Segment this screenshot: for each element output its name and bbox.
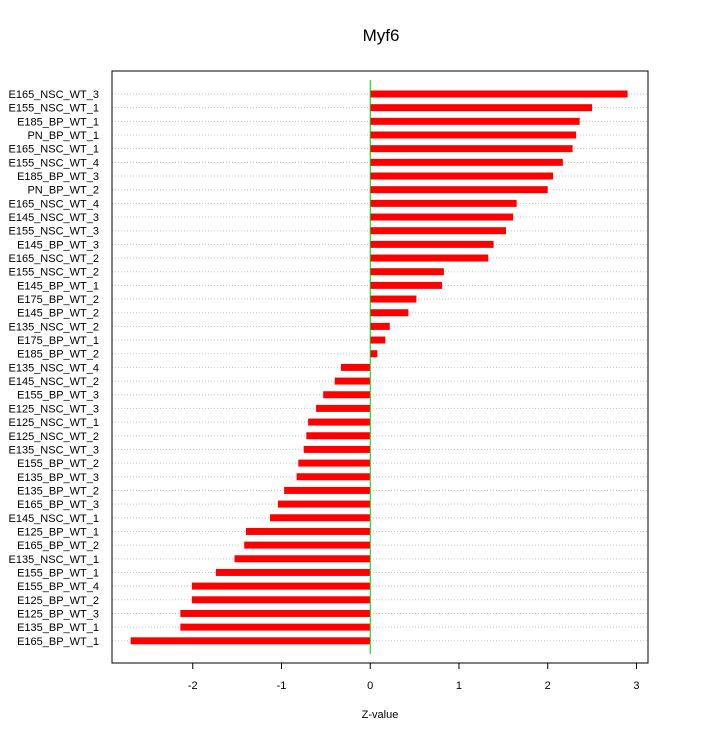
bar bbox=[191, 582, 371, 590]
x-tick-label: 0 bbox=[367, 680, 373, 692]
category-label: E135_BP_WT_3 bbox=[17, 472, 99, 484]
category-label: E145_NSC_WT_1 bbox=[9, 513, 100, 525]
bar bbox=[296, 473, 371, 481]
x-tick-label: 2 bbox=[545, 680, 551, 692]
bar bbox=[370, 199, 517, 207]
bar bbox=[284, 486, 371, 494]
bar bbox=[308, 418, 371, 426]
bar bbox=[370, 227, 507, 235]
bar bbox=[370, 268, 444, 276]
x-axis: -2 -1 0 1 2 3 bbox=[188, 662, 640, 692]
bar bbox=[334, 377, 371, 385]
bar bbox=[244, 541, 371, 549]
category-label: E155_BP_WT_4 bbox=[17, 581, 99, 593]
category-label: E125_BP_WT_3 bbox=[17, 608, 99, 620]
category-label: E155_NSC_WT_1 bbox=[9, 103, 100, 115]
bar bbox=[370, 213, 514, 221]
category-label: E165_NSC_WT_3 bbox=[9, 89, 100, 101]
category-label: E165_NSC_WT_2 bbox=[9, 253, 100, 265]
bar bbox=[298, 459, 371, 467]
bar bbox=[370, 186, 548, 194]
x-tick-label: 1 bbox=[456, 680, 462, 692]
bar bbox=[370, 281, 443, 289]
bar bbox=[316, 404, 371, 412]
bar bbox=[370, 322, 390, 330]
bar bbox=[370, 145, 573, 153]
category-label: E185_BP_WT_2 bbox=[17, 349, 99, 361]
category-label: E165_BP_WT_3 bbox=[17, 499, 99, 511]
bar bbox=[215, 568, 371, 576]
category-label: E155_BP_WT_3 bbox=[17, 390, 99, 402]
x-tick-label: -1 bbox=[277, 680, 287, 692]
bar bbox=[246, 527, 371, 535]
bar bbox=[370, 240, 494, 248]
category-label: E155_NSC_WT_4 bbox=[9, 157, 100, 169]
category-label: E185_BP_WT_3 bbox=[17, 171, 99, 183]
category-label: E145_BP_WT_2 bbox=[17, 308, 99, 320]
category-label: E135_NSC_WT_3 bbox=[9, 444, 100, 456]
bar bbox=[370, 336, 386, 344]
category-label: E165_NSC_WT_4 bbox=[9, 198, 100, 210]
bar bbox=[303, 445, 371, 453]
category-label: E135_NSC_WT_4 bbox=[9, 362, 100, 374]
category-label: E175_BP_WT_1 bbox=[17, 335, 99, 347]
category-label: E155_BP_WT_1 bbox=[17, 567, 99, 579]
category-label: E165_NSC_WT_1 bbox=[9, 144, 100, 156]
category-label: E175_BP_WT_2 bbox=[17, 294, 99, 306]
category-label: PN_BP_WT_1 bbox=[27, 130, 99, 142]
bar bbox=[370, 131, 577, 139]
bar bbox=[370, 158, 563, 166]
bar bbox=[370, 90, 628, 98]
category-label: E125_BP_WT_2 bbox=[17, 595, 99, 607]
category-label: E145_BP_WT_3 bbox=[17, 239, 99, 251]
category-label: E135_BP_WT_2 bbox=[17, 485, 99, 497]
bar bbox=[370, 254, 489, 262]
category-label: E145_NSC_WT_2 bbox=[9, 376, 100, 388]
bar bbox=[370, 104, 593, 112]
category-label: E125_BP_WT_1 bbox=[17, 526, 99, 538]
category-label: E135_NSC_WT_2 bbox=[9, 321, 100, 333]
bars bbox=[130, 90, 628, 645]
bar bbox=[370, 295, 417, 303]
category-label: E155_NSC_WT_3 bbox=[9, 226, 100, 238]
bar bbox=[340, 363, 371, 371]
category-label: E155_NSC_WT_2 bbox=[9, 267, 100, 279]
category-label: E125_NSC_WT_1 bbox=[9, 417, 100, 429]
bar bbox=[234, 555, 371, 563]
category-label: E155_BP_WT_2 bbox=[17, 458, 99, 470]
category-label: E145_NSC_WT_3 bbox=[9, 212, 100, 224]
bar bbox=[130, 637, 371, 645]
bar bbox=[180, 623, 371, 631]
category-label: E145_BP_WT_1 bbox=[17, 280, 99, 292]
bar bbox=[323, 391, 371, 399]
chart-title: Myf6 bbox=[363, 26, 400, 45]
category-label: E135_NSC_WT_1 bbox=[9, 554, 100, 566]
x-tick-label: 3 bbox=[633, 680, 639, 692]
bar bbox=[306, 432, 371, 440]
bar bbox=[370, 309, 409, 317]
bar bbox=[191, 596, 371, 604]
bar bbox=[180, 609, 371, 617]
category-label: E165_BP_WT_1 bbox=[17, 636, 99, 648]
bar bbox=[269, 514, 371, 522]
bar bbox=[370, 350, 378, 358]
category-label: E125_NSC_WT_3 bbox=[9, 403, 100, 415]
category-label: E165_BP_WT_2 bbox=[17, 540, 99, 552]
category-label: E125_NSC_WT_2 bbox=[9, 431, 100, 443]
category-label: E135_BP_WT_1 bbox=[17, 622, 99, 634]
category-label: E185_BP_WT_1 bbox=[17, 116, 99, 128]
bar bbox=[370, 117, 580, 125]
bar bbox=[277, 500, 371, 508]
category-label: PN_BP_WT_2 bbox=[27, 185, 99, 197]
x-axis-label: Z-value bbox=[362, 709, 399, 721]
x-tick-label: -2 bbox=[188, 680, 198, 692]
bar bbox=[370, 172, 554, 180]
